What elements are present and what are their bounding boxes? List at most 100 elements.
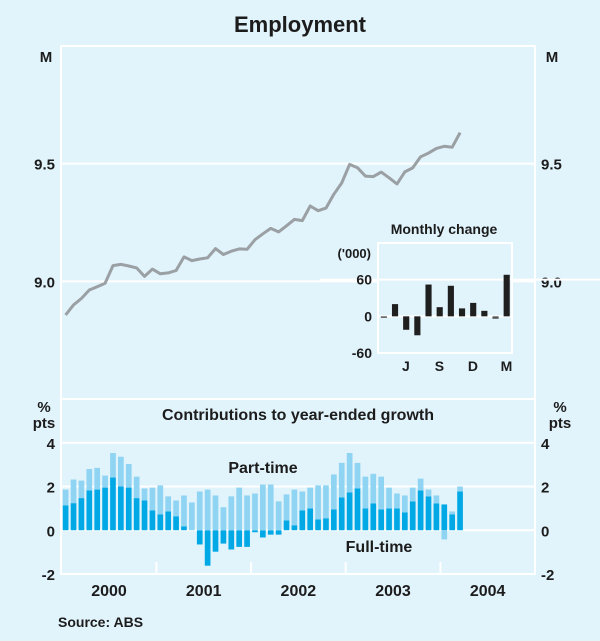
full-time-bar — [118, 486, 124, 531]
top-right-unit-label: M — [546, 49, 559, 66]
full-time-bar — [338, 497, 345, 531]
full-time-bar — [173, 516, 179, 531]
part-time-bar — [449, 511, 456, 515]
full-time-bar — [449, 514, 456, 531]
full-time-bar — [125, 487, 132, 531]
full-time-bar — [299, 510, 306, 531]
inset-bar — [503, 274, 510, 317]
annotation-full-time: Full-time — [346, 539, 413, 556]
y-tick-label-right: 4 — [541, 436, 550, 453]
inset-y-tick-label: 60 — [356, 272, 372, 288]
full-time-bar — [402, 512, 408, 531]
y-tick-label-left: -2 — [42, 567, 55, 584]
full-time-bar — [94, 489, 101, 531]
full-time-bar — [409, 501, 416, 531]
part-time-bar — [118, 456, 124, 487]
part-time-bar — [283, 494, 290, 521]
full-time-bar — [441, 504, 448, 531]
full-time-bar — [62, 505, 69, 531]
part-time-bar — [346, 453, 353, 493]
full-time-bar — [196, 530, 203, 545]
full-time-bar — [133, 498, 140, 531]
full-time-bar — [70, 503, 77, 531]
full-time-bar — [204, 530, 211, 566]
inset-bar — [458, 308, 466, 317]
inset-plot-area — [377, 242, 513, 354]
full-time-bar — [307, 508, 314, 531]
inset-bar — [380, 316, 387, 318]
full-time-bar — [102, 487, 108, 531]
part-time-bar — [433, 495, 440, 504]
plot-frame — [60, 45, 536, 575]
full-time-bar — [346, 492, 353, 531]
full-time-bar — [228, 530, 235, 550]
inset-bar — [425, 284, 432, 317]
full-time-bar — [323, 518, 329, 531]
part-time-bar — [78, 480, 85, 499]
full-time-bar — [315, 519, 321, 531]
full-time-bar — [386, 508, 392, 531]
part-time-bar — [173, 500, 179, 517]
part-time-bar — [149, 487, 156, 511]
inset-x-tick-label: J — [402, 358, 410, 374]
y-tick-label-right: 2 — [541, 480, 549, 497]
part-time-bar — [133, 476, 140, 499]
part-time-bar — [86, 469, 93, 491]
x-tick-label: 2002 — [281, 583, 317, 600]
y-tick-label-right: 9.0 — [541, 274, 562, 291]
part-time-bar — [338, 462, 345, 498]
part-time-bar — [181, 495, 187, 527]
part-time-bar — [457, 486, 463, 492]
part-time-bar — [252, 493, 258, 531]
employment-line — [64, 131, 462, 316]
y-tick-label-right: 0 — [541, 523, 549, 540]
y-tick-label-right: -2 — [541, 567, 554, 584]
full-time-bar — [236, 530, 243, 547]
full-time-bar — [220, 530, 227, 544]
part-time-bar — [260, 484, 266, 531]
bottom-right-unit-pts: pts — [549, 415, 572, 432]
part-time-bar — [291, 489, 298, 526]
source-note: Source: ABS — [58, 614, 143, 630]
full-time-bar — [378, 509, 385, 531]
part-time-bar — [275, 501, 282, 531]
part-time-bar — [323, 485, 329, 519]
y-tick-label-left: 4 — [47, 436, 56, 453]
inset-bar — [492, 316, 499, 319]
full-time-bar — [354, 488, 361, 531]
part-time-bar — [354, 462, 361, 489]
part-time-bar — [62, 489, 69, 506]
full-time-bar — [181, 526, 187, 531]
bottom-panel-title: Contributions to year-ended growth — [162, 407, 434, 424]
inset-x-tick-label: M — [501, 358, 513, 374]
full-time-bar — [291, 525, 298, 531]
full-time-bar — [417, 490, 424, 531]
part-time-bar — [165, 496, 172, 512]
part-time-bar — [212, 495, 219, 531]
part-time-bar — [94, 467, 101, 490]
full-time-bar — [212, 530, 219, 552]
part-time-bar — [267, 484, 274, 531]
full-time-bar — [267, 530, 274, 535]
y-tick-label-left: 0 — [47, 523, 55, 540]
part-time-bar — [236, 487, 243, 531]
part-time-bar — [315, 485, 321, 520]
full-time-bar — [78, 498, 85, 531]
part-time-bar — [157, 485, 164, 515]
full-time-bar — [425, 496, 432, 531]
inset-bar — [414, 316, 421, 336]
full-time-bar — [157, 514, 164, 531]
inset-y-tick-label: 0 — [364, 308, 372, 324]
full-time-bar — [283, 520, 290, 531]
x-tick-label: 2001 — [186, 583, 222, 600]
full-time-bar — [362, 508, 369, 531]
inset-bar — [436, 307, 443, 317]
y-tick-label-left: 9.5 — [34, 157, 55, 174]
full-time-bar — [110, 477, 116, 531]
full-time-bar — [86, 490, 93, 531]
part-time-bar — [402, 495, 408, 513]
part-time-bar — [362, 476, 369, 509]
part-time-bar — [110, 453, 116, 478]
part-time-bar — [409, 487, 416, 502]
